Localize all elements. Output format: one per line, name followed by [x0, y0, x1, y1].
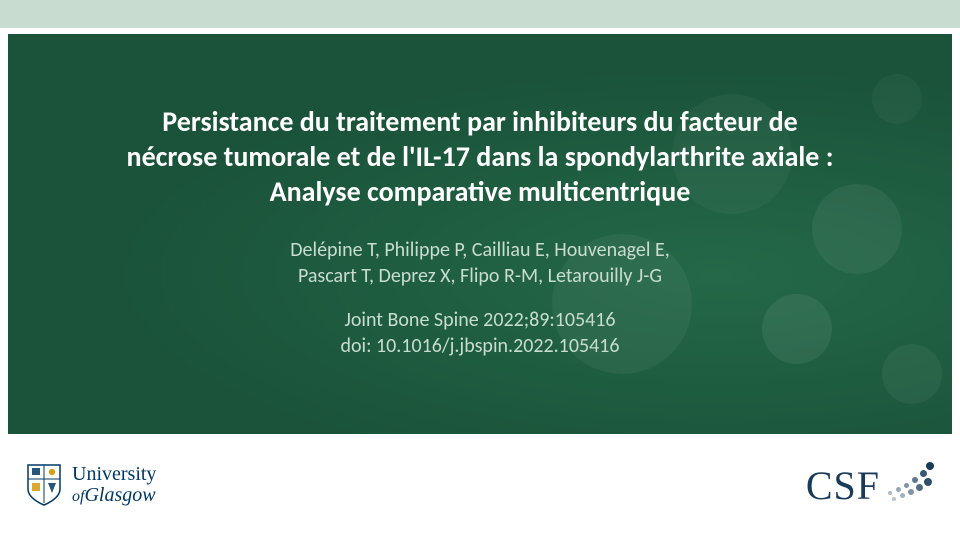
title-line: Persistance du traitement par inhibiteur…	[162, 104, 797, 139]
top-accent-bar	[0, 0, 960, 28]
uni-of: of	[72, 488, 84, 505]
slide: Persistance du traitement par inhibiteur…	[0, 0, 960, 540]
csf-text: CSF	[806, 462, 880, 509]
uni-line2: ofGlasgow	[72, 485, 156, 506]
uni-line1: University	[72, 464, 156, 485]
uni-glasgow: Glasgow	[84, 484, 155, 506]
title-line: Analyse comparative multicentrique	[270, 174, 691, 209]
title-line: nécrose tumorale et de l'IL-17 dans la s…	[127, 139, 834, 174]
university-of-glasgow-logo: University ofGlasgow	[26, 463, 156, 507]
footer: University ofGlasgow CSF	[0, 440, 960, 540]
university-name: University ofGlasgow	[72, 464, 156, 506]
authors-line: Delépine T, Philippe P, Cailliau E, Houv…	[290, 238, 670, 262]
authors-line: Pascart T, Deprez X, Flipo R-M, Letaroui…	[298, 264, 662, 288]
citation-line: Joint Bone Spine 2022;89:105416	[344, 308, 615, 332]
csf-logo: CSF	[806, 461, 934, 509]
authors-block: Delépine T, Philippe P, Cailliau E, Houv…	[68, 237, 892, 289]
shield-icon	[26, 463, 62, 507]
csf-dots-icon	[886, 461, 934, 501]
citation-line: doi: 10.1016/j.jbspin.2022.105416	[340, 334, 619, 358]
citation-block: Joint Bone Spine 2022;89:105416 doi: 10.…	[68, 307, 892, 359]
slide-title: Persistance du traitement par inhibiteur…	[68, 104, 892, 209]
title-panel: Persistance du traitement par inhibiteur…	[8, 34, 952, 434]
content-block: Persistance du traitement par inhibiteur…	[8, 34, 952, 359]
